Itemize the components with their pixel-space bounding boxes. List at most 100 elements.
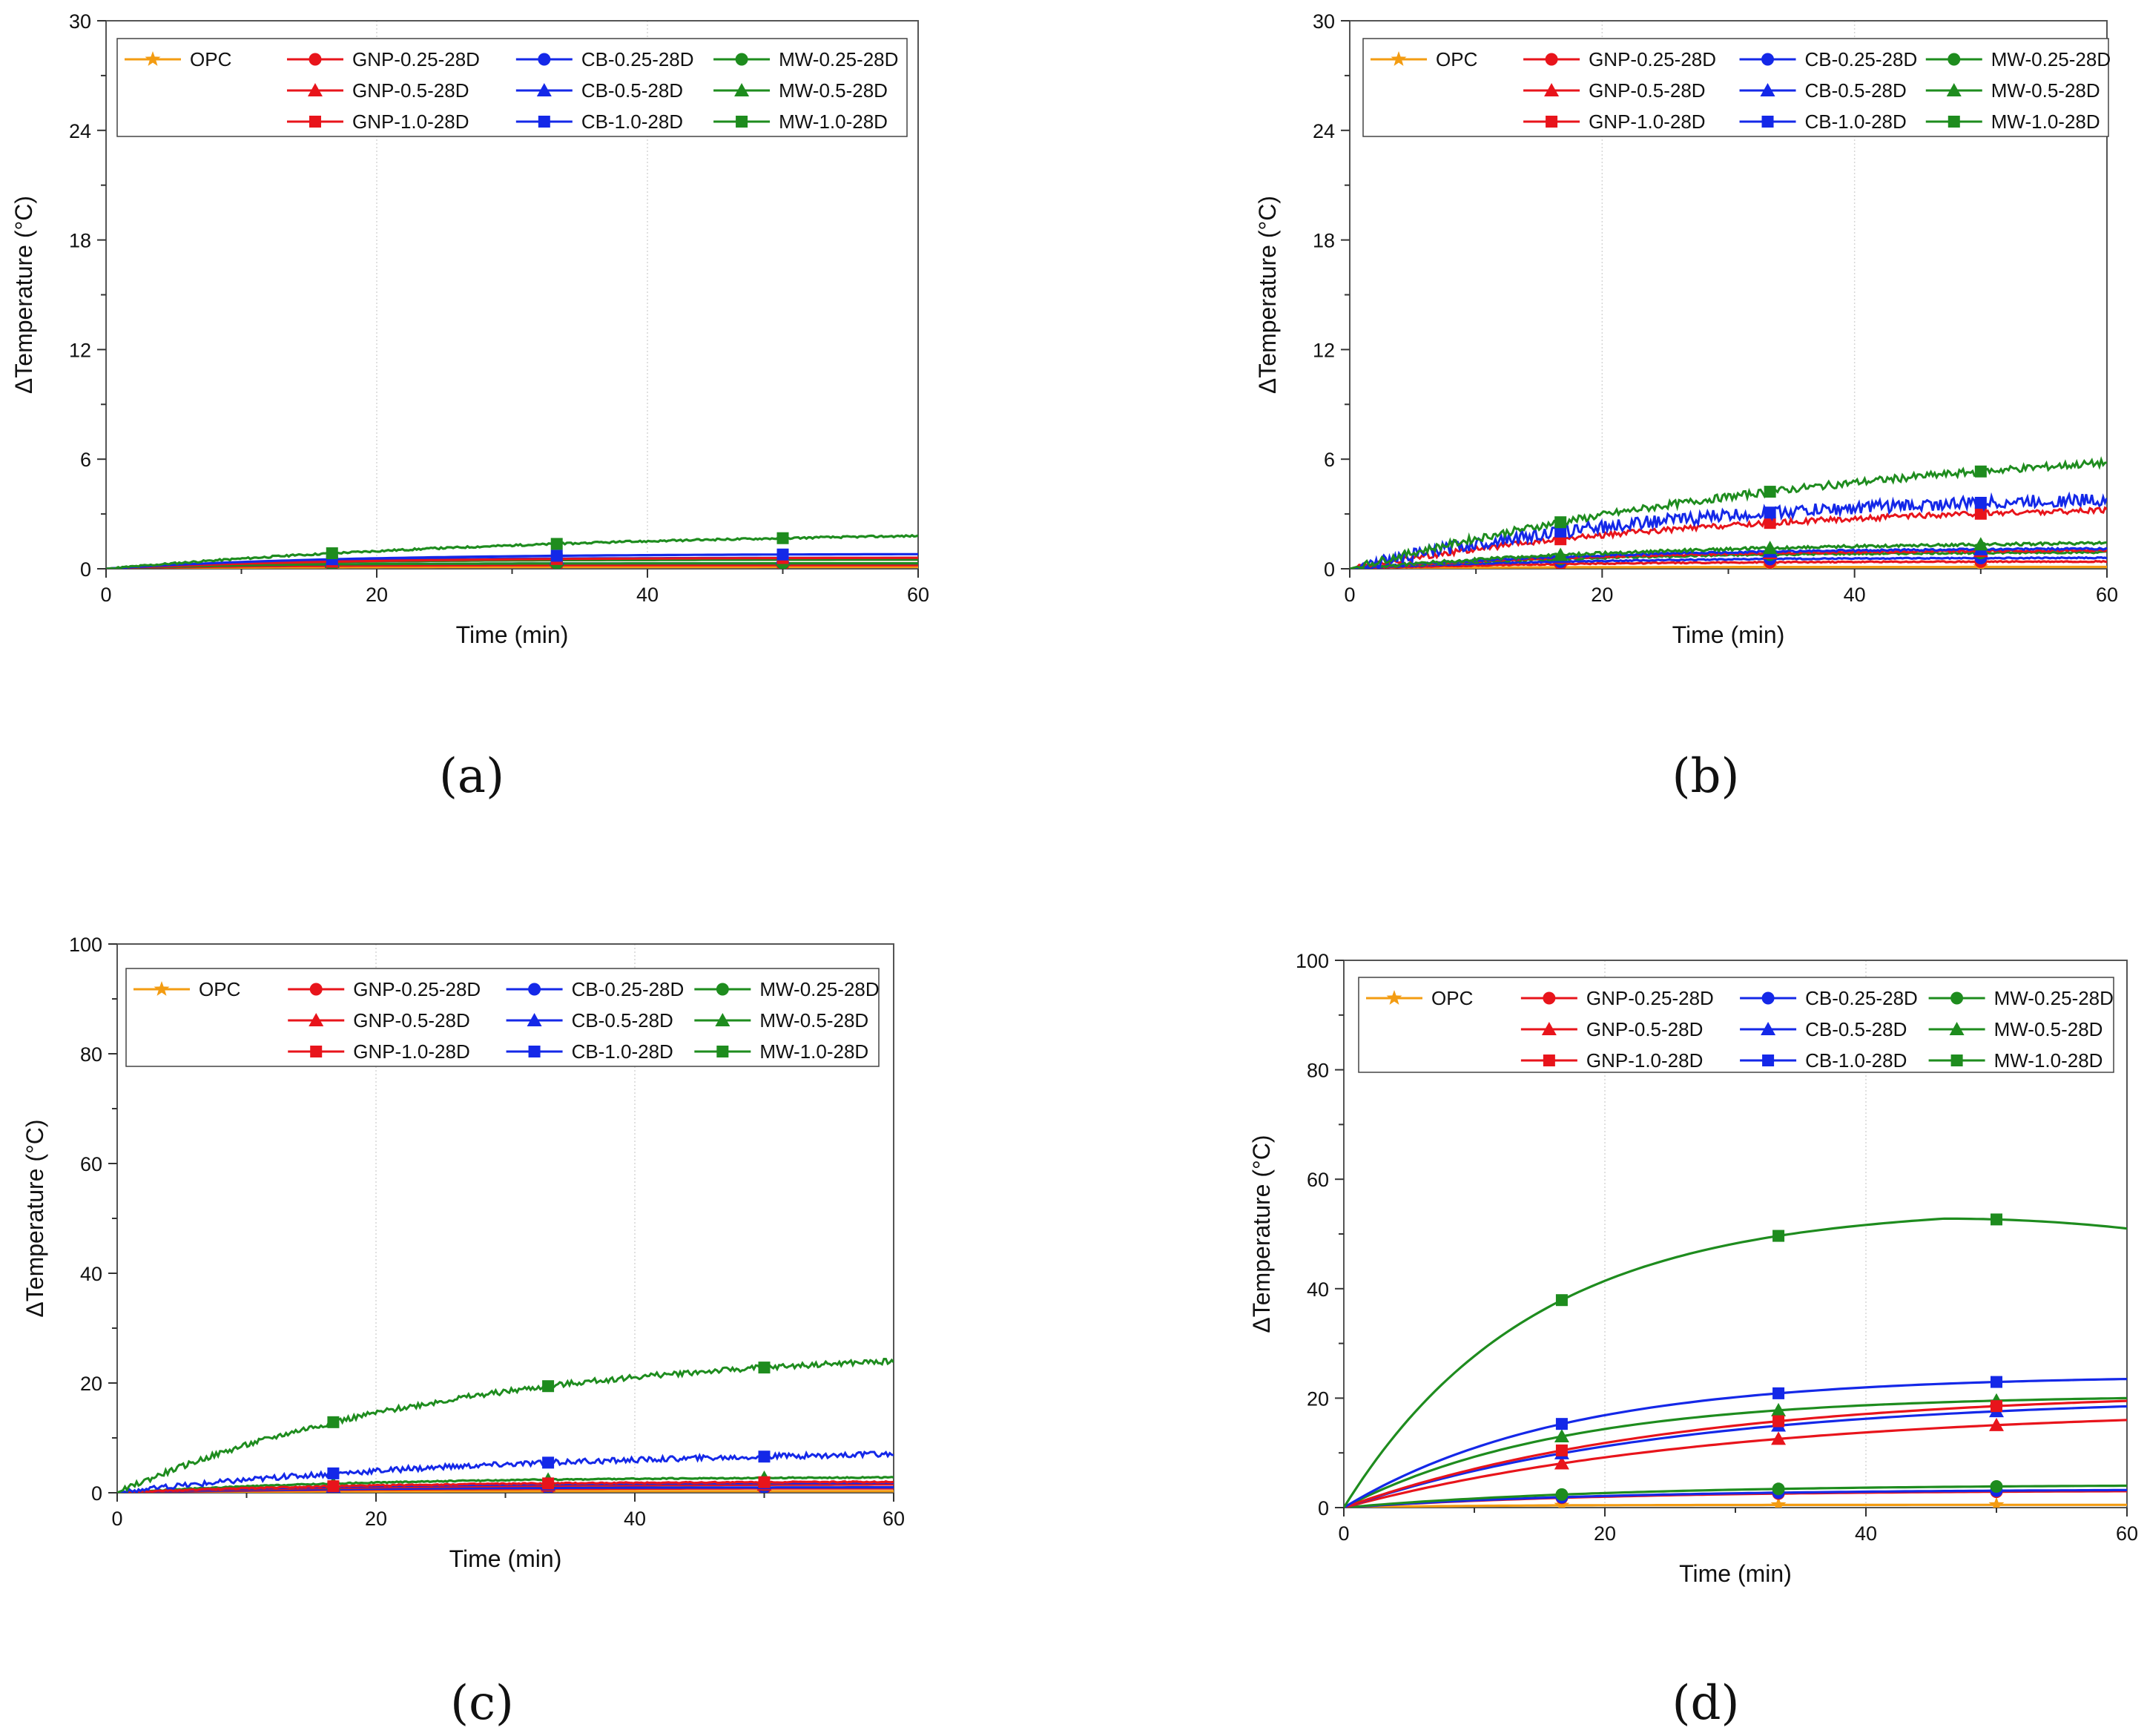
legend-marker	[1761, 991, 1775, 1005]
legend-marker	[538, 116, 550, 128]
y-tick-label: 20	[80, 1373, 102, 1395]
x-tick-label: 20	[1594, 1522, 1616, 1545]
legend-label: GNP-0.5-28D	[1586, 1018, 1704, 1040]
legend-marker	[309, 983, 323, 996]
legend-marker	[309, 1013, 324, 1026]
data-point-OPC	[1770, 1496, 1787, 1508]
legend-label: MW-0.5-28D	[779, 79, 888, 102]
legend-marker	[528, 983, 541, 996]
legend-marker	[1391, 51, 1407, 66]
legend-label: OPC	[1436, 48, 1477, 70]
y-tick-label: 40	[80, 1263, 102, 1285]
panel-label: (a)	[439, 749, 504, 804]
legend-marker	[1950, 991, 1964, 1005]
legend-label: GNP-0.25-28D	[1586, 987, 1714, 1009]
y-tick-label: 40	[1307, 1278, 1329, 1301]
legend-marker	[1543, 1055, 1555, 1066]
legend-marker	[1948, 116, 1960, 128]
data-point-MW-0.5-28D	[1973, 537, 1988, 551]
legend-marker	[1950, 1055, 1963, 1066]
legend-label: GNP-0.25-28D	[352, 48, 480, 70]
data-point-MW-0.5-28D	[1771, 1402, 1787, 1416]
legend-label: CB-1.0-28D	[1805, 110, 1907, 133]
chart-panel-4: 0 20 40 60 0 20 40 60 80 100 Time (min) ΔTemperatur…	[1248, 950, 2138, 1731]
y-tick-label: 18	[69, 230, 91, 252]
legend-label: CB-0.5-28D	[581, 79, 683, 102]
x-tick-label: 0	[1338, 1522, 1349, 1545]
x-tick-label: 40	[1844, 584, 1866, 606]
data-point-CB-1.0-28D	[758, 1450, 771, 1463]
legend-marker	[736, 116, 748, 128]
y-tick-label: 0	[1324, 558, 1335, 581]
legend-marker	[715, 1013, 730, 1026]
legend-label: MW-1.0-28D	[779, 110, 888, 133]
x-axis-title: Time (min)	[1672, 621, 1785, 648]
legend-label: GNP-1.0-28D	[1589, 110, 1706, 133]
data-point-MW-1.0-28D	[1555, 1294, 1568, 1307]
data-point-CB-1.0-28D	[327, 1467, 340, 1479]
data-point-GNP-1.0-28D	[758, 1476, 771, 1488]
x-axis-title: Time (min)	[449, 1545, 562, 1572]
legend-label: CB-0.25-28D	[581, 48, 694, 70]
x-tick-label: 60	[883, 1508, 905, 1530]
series-group	[106, 532, 918, 569]
y-tick-label: 12	[1313, 339, 1335, 361]
y-tick-label: 20	[1307, 1387, 1329, 1410]
y-tick-label: 0	[91, 1482, 102, 1505]
data-point-CB-1.0-28D	[1764, 506, 1776, 519]
legend-label: OPC	[199, 978, 240, 1000]
legend-label: OPC	[1431, 987, 1473, 1009]
series-group	[1344, 1213, 2127, 1508]
legend-marker	[536, 83, 552, 96]
legend-marker	[1541, 1022, 1557, 1035]
data-point-GNP-1.0-28D	[1764, 517, 1776, 529]
legend-label: CB-1.0-28D	[1805, 1049, 1907, 1072]
x-tick-label: 0	[100, 584, 111, 606]
chart-panel-1: 0 20 40 60 0 6 12 18 24 30 Time (min) ΔTemperature …	[10, 10, 929, 804]
legend-box	[125, 968, 880, 1067]
legend: OPC GNP-0.25-28D CB-0.25-28D MW-0.25-28D GNP…	[1362, 38, 2111, 137]
data-point-GNP-1.0-28D	[542, 1477, 555, 1490]
x-tick-label: 20	[366, 584, 388, 606]
legend-marker	[307, 83, 323, 96]
data-point-OPC	[1988, 1496, 2005, 1508]
x-tick-label: 0	[111, 1508, 122, 1530]
x-axis-title: Time (min)	[1679, 1560, 1792, 1587]
legend-marker	[1948, 53, 1961, 66]
data-point-MW-0.25-28D	[1990, 1479, 2003, 1493]
x-tick-label: 60	[907, 584, 929, 606]
data-point-MW-1.0-28D	[327, 1416, 340, 1428]
data-point-GNP-0.5-28D	[1771, 1431, 1787, 1445]
data-point-MW-1.0-28D	[776, 532, 789, 544]
legend-label: GNP-1.0-28D	[1586, 1049, 1704, 1072]
legend-label: CB-1.0-28D	[581, 110, 683, 133]
legend-label: GNP-0.5-28D	[1589, 79, 1706, 102]
data-point-CB-1.0-28D	[550, 549, 563, 562]
data-point-MW-0.25-28D	[1772, 1482, 1785, 1496]
panel-label: (b)	[1672, 749, 1740, 804]
legend-label: CB-0.25-28D	[1805, 987, 1918, 1009]
data-point-CB-1.0-28D	[542, 1456, 555, 1469]
legend-marker	[528, 1046, 541, 1057]
series-group	[117, 1357, 894, 1493]
legend-label: MW-1.0-28D	[1991, 110, 2100, 133]
chart-panel-3: 0 20 40 60 0 20 40 60 80 100 Time (min) ΔTemperatur…	[22, 934, 905, 1731]
legend-marker	[716, 983, 729, 996]
legend-label: MW-0.25-28D	[779, 48, 898, 70]
data-point-MW-0.5-28D	[1554, 1428, 1569, 1442]
x-tick-label: 20	[1591, 584, 1613, 606]
legend-marker	[527, 1013, 542, 1026]
y-axis-title: ΔTemperature (°C)	[1248, 1135, 1275, 1333]
x-axis-title: Time (min)	[456, 621, 569, 648]
y-tick-label: 30	[1313, 10, 1335, 33]
legend-marker	[1761, 116, 1774, 128]
legend-marker	[310, 1046, 323, 1057]
legend-label: GNP-0.5-28D	[352, 79, 469, 102]
legend-label: MW-1.0-28D	[1994, 1049, 2103, 1072]
legend-marker	[1762, 1055, 1775, 1066]
series-line-MW-1.0-28D	[117, 1357, 894, 1493]
legend-label: MW-0.25-28D	[759, 978, 879, 1000]
legend-marker	[1946, 83, 1962, 96]
legend-label: MW-0.5-28D	[1994, 1018, 2103, 1040]
